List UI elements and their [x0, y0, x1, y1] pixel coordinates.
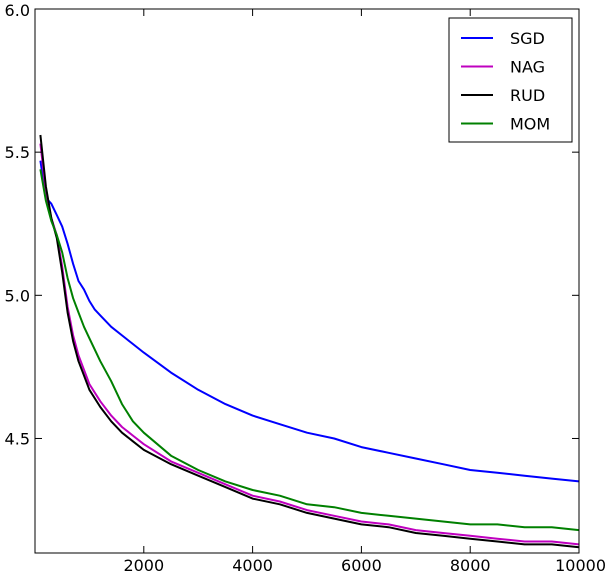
series-line-rud	[39, 134, 580, 549]
legend: SGD NAG RUD MOM	[448, 17, 573, 143]
legend-label-rud: RUD	[510, 86, 545, 105]
series-line-sgd	[39, 160, 580, 483]
legend-label-sgd: SGD	[510, 29, 545, 48]
series-lines	[39, 134, 580, 549]
legend-label-nag: NAG	[510, 58, 545, 77]
legend-label-mom: MOM	[510, 115, 550, 134]
plot-frame	[34, 8, 580, 554]
axis-ticks: 2000 4000 6000 8000 10000 4.5 5.0 5.5 6.0	[5, 1, 606, 574]
x-tick-label: 4000	[232, 556, 273, 574]
y-tick-label: 5.0	[5, 286, 30, 305]
x-tick-label: 10000	[555, 556, 606, 574]
x-tick-label: 6000	[341, 556, 382, 574]
series-line-mom	[39, 169, 580, 532]
y-tick-label: 4.5	[5, 429, 30, 448]
y-tick-label: 6.0	[5, 1, 30, 20]
x-tick-label: 2000	[123, 556, 164, 574]
series-line-nag	[39, 143, 580, 546]
y-tick-label: 5.5	[5, 143, 30, 162]
x-tick-label: 8000	[450, 556, 491, 574]
